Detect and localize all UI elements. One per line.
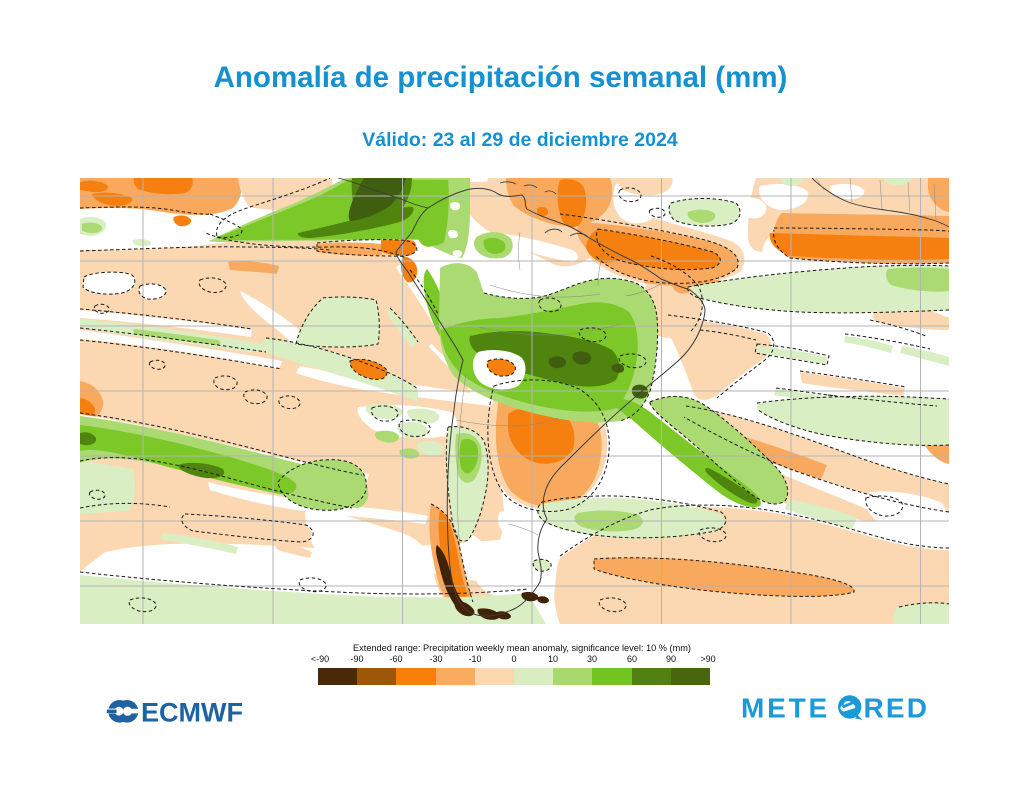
svg-text:ECMWF: ECMWF: [141, 698, 243, 728]
svg-text:METE: METE: [741, 694, 830, 724]
svg-text:RED: RED: [864, 694, 930, 724]
